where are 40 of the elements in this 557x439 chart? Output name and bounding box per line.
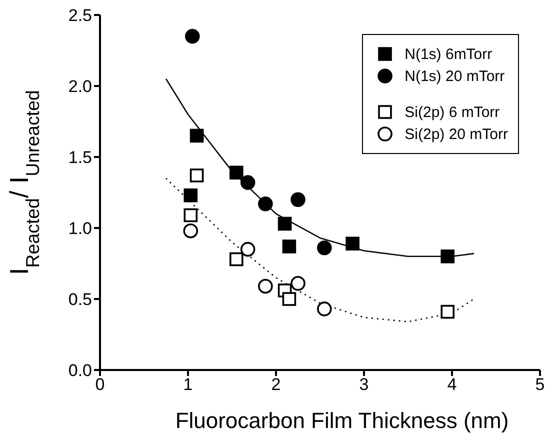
point (240, 175, 256, 190)
point (317, 302, 332, 316)
point (440, 304, 454, 319)
x-tick-label: 5 (535, 375, 545, 394)
point (278, 216, 292, 231)
point (440, 250, 454, 264)
point (184, 208, 198, 222)
y-tick-label: 0.5 (68, 290, 92, 310)
line-series (165, 178, 475, 322)
point (240, 242, 256, 257)
point (282, 292, 296, 306)
legend-label: Si(2p) 6 mTorr (404, 104, 500, 120)
y-tick-label: 2.0 (68, 77, 92, 96)
y-tick-label: 1.5 (68, 148, 92, 168)
point (282, 240, 296, 254)
x-tick-label: 1 (183, 375, 193, 394)
point (230, 252, 244, 266)
x-tick-label: 2 (271, 375, 281, 394)
legend-label: N(1s) 20 mTorr (404, 68, 505, 84)
y-tick-label: 0.0 (68, 361, 92, 380)
x-tick-label: 0 (95, 375, 105, 394)
point (317, 240, 332, 256)
y-tick-label: 2.5 (68, 6, 92, 26)
x-tick-label: 3 (359, 375, 369, 394)
point (184, 188, 198, 202)
point (346, 236, 360, 251)
point (190, 168, 204, 182)
legend-label: N(1s) 6mTorr (404, 46, 492, 62)
point (230, 166, 244, 180)
point (290, 192, 306, 207)
point (183, 223, 198, 238)
x-axis-title: Fluorocarbon Film Thickness (nm) (175, 408, 509, 433)
x-tick-label: 4 (447, 375, 457, 394)
point (258, 278, 273, 294)
point (290, 276, 306, 291)
point (258, 196, 273, 212)
point (185, 28, 200, 44)
point (190, 128, 204, 143)
legend-label: Si(2p) 20 mTorr (404, 126, 508, 142)
y-tick-label: 1.0 (68, 219, 92, 238)
